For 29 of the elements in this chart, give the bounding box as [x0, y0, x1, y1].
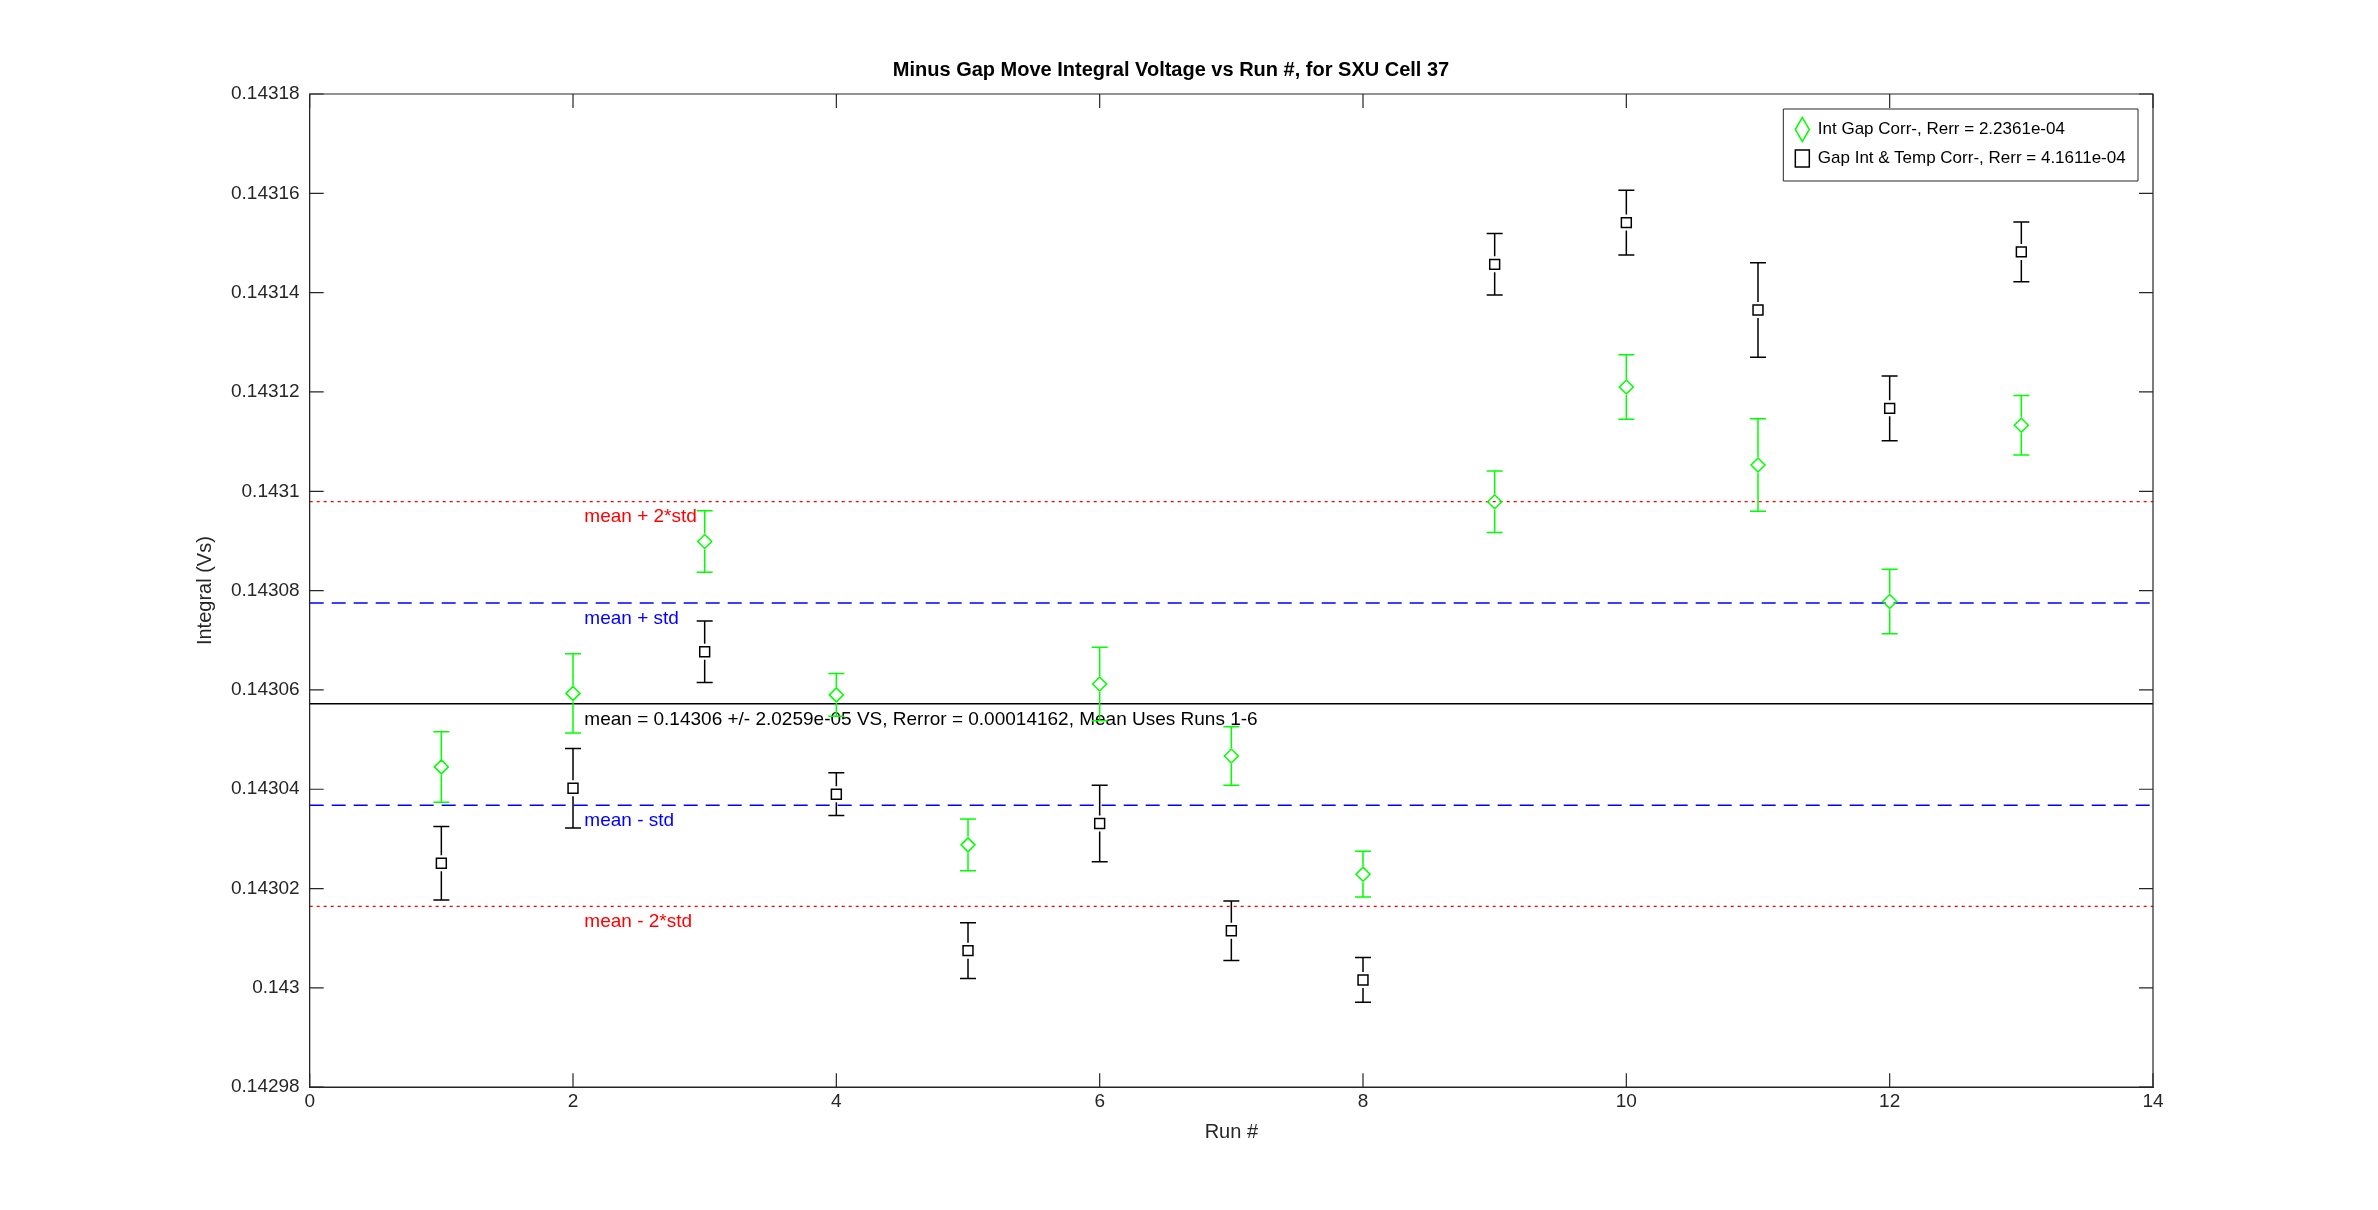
y-tick-label: 0.14306	[230, 678, 300, 700]
y-tick-label: 0.14304	[230, 777, 301, 799]
y-tick-label: 0.14302	[230, 876, 300, 898]
y-tick-label: 0.14312	[230, 380, 300, 402]
ref-line-label: mean + 2*std	[584, 505, 697, 527]
x-tick-label: 4	[831, 1089, 843, 1111]
y-tick-label: 0.14316	[230, 181, 300, 203]
x-tick-label: 10	[1615, 1089, 1637, 1111]
x-axis-title: Run #	[1204, 1119, 1259, 1142]
y-axis-title: Integral (Vs)	[192, 536, 215, 646]
ref-line-label: mean + std	[584, 606, 679, 628]
ref-line-label: mean = 0.14306 +/- 2.0259e-05 VS, Rerror = 0.00014162, Mean Uses Runs 1-6	[584, 707, 1258, 729]
x-tick-label: 0	[304, 1089, 315, 1111]
x-tick-label: 2	[567, 1089, 579, 1111]
legend-label: Int Gap Corr-, Rerr = 2.2361e-04	[1817, 119, 2065, 139]
legend-label: Gap Int & Temp Corr-, Rerr = 4.1611e-04	[1817, 148, 2126, 168]
y-tick-label: 0.14298	[230, 1075, 300, 1097]
y-tick-label: 0.1431	[241, 479, 300, 501]
y-tick-label: 0.143	[252, 976, 300, 998]
chart-title: Minus Gap Move Integral Voltage vs Run #, for SXU Cell 37	[892, 57, 1450, 80]
x-tick-label: 6	[1094, 1089, 1105, 1111]
x-tick-label: 12	[1879, 1089, 1901, 1111]
y-tick-label: 0.14308	[230, 578, 300, 600]
x-tick-label: 8	[1357, 1089, 1369, 1111]
y-tick-label: 0.14318	[230, 82, 300, 104]
x-tick-label: 14	[2142, 1089, 2164, 1111]
ref-line-label: mean - std	[584, 808, 675, 830]
y-tick-label: 0.14314	[230, 280, 301, 302]
ref-line-label: mean - 2*std	[584, 910, 693, 932]
